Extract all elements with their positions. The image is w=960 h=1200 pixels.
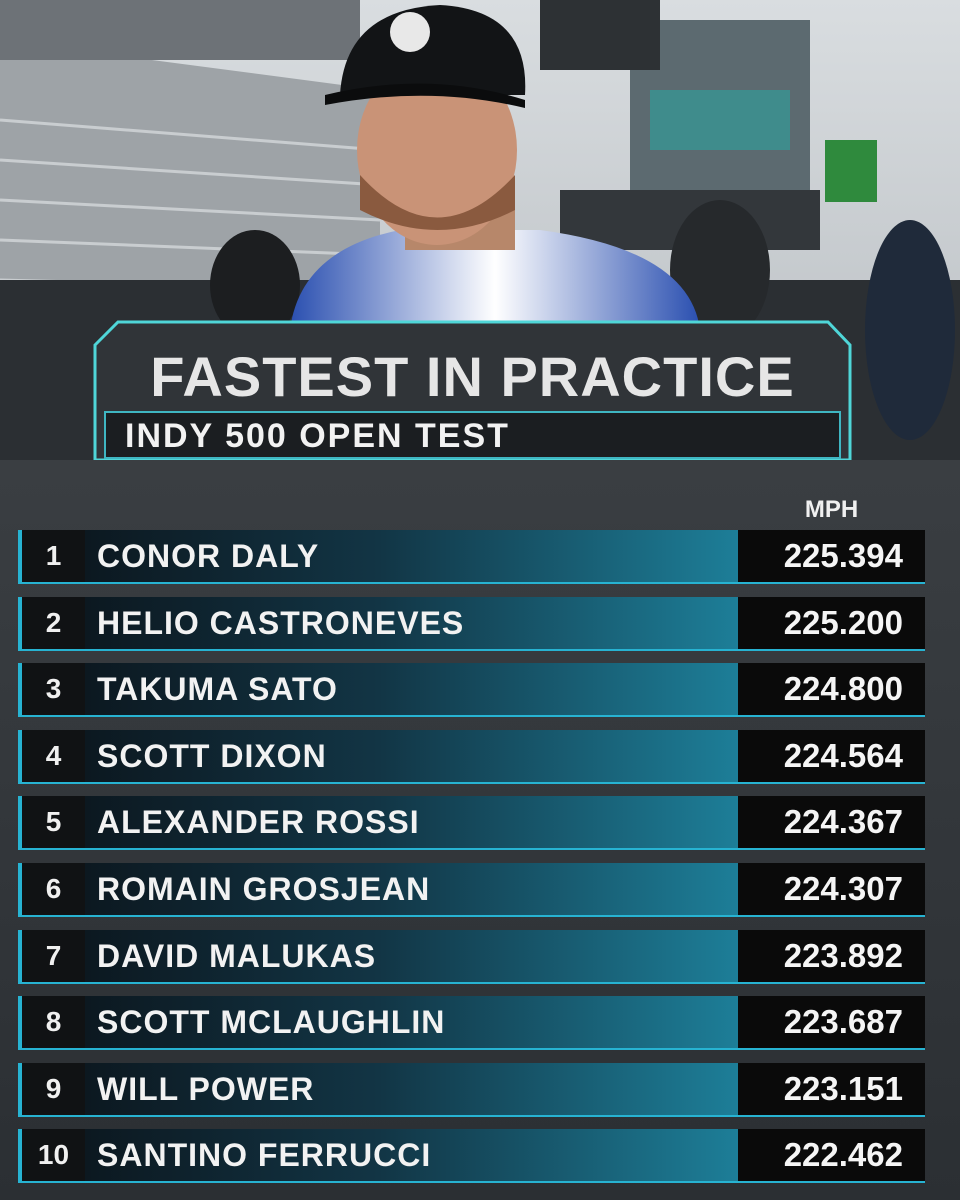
rank: 4 xyxy=(18,729,85,782)
rank: 7 xyxy=(18,929,85,982)
title: FASTEST IN PRACTICE xyxy=(150,345,795,408)
rank: 10 xyxy=(18,1129,85,1182)
speed: 224.307 xyxy=(738,863,925,915)
rank: 5 xyxy=(18,796,85,849)
rank: 9 xyxy=(18,1062,85,1115)
driver-name: HELIO CASTRONEVES xyxy=(85,596,738,649)
leaderboard-row: 10 SANTINO FERRUCCI 222.462 xyxy=(18,1129,925,1184)
driver-name: SCOTT DIXON xyxy=(85,729,738,782)
subtitle: INDY 500 OPEN TEST xyxy=(125,417,510,455)
speed: 224.800 xyxy=(738,663,925,716)
leaderboard-row: 4 SCOTT DIXON 224.564 xyxy=(18,729,925,784)
driver-name: ROMAIN GROSJEAN xyxy=(85,863,738,915)
driver-name: DAVID MALUKAS xyxy=(85,929,738,982)
rank: 2 xyxy=(18,596,85,649)
leaderboard-row: 6 ROMAIN GROSJEAN 224.307 xyxy=(18,863,925,917)
photo xyxy=(0,0,960,460)
rank: 6 xyxy=(18,863,85,915)
leaderboard-row: 7 DAVID MALUKAS 223.892 xyxy=(18,929,925,984)
speed: 223.892 xyxy=(738,929,925,982)
driver-name: WILL POWER xyxy=(85,1062,738,1115)
speed: 223.687 xyxy=(738,996,925,1049)
driver-name: SCOTT MCLAUGHLIN xyxy=(85,996,738,1049)
leaderboard-row: 5 ALEXANDER ROSSI 224.367 xyxy=(18,796,925,851)
rank: 8 xyxy=(18,996,85,1049)
speed: 225.394 xyxy=(738,530,925,582)
leaderboard-row: 1 CONOR DALY 225.394 xyxy=(18,530,925,584)
driver-name: CONOR DALY xyxy=(85,530,738,582)
rank: 3 xyxy=(18,663,85,716)
speed: 225.200 xyxy=(738,596,925,649)
column-label: MPH xyxy=(804,496,859,523)
leaderboard-row: 9 WILL POWER 223.151 xyxy=(18,1062,925,1117)
title-block: FASTEST IN PRACTICE INDY 500 OPEN TEST xyxy=(95,322,850,460)
speed: 224.367 xyxy=(738,796,925,849)
driver-name: ALEXANDER ROSSI xyxy=(85,796,738,849)
driver-name: TAKUMA SATO xyxy=(85,663,738,716)
driver-name: SANTINO FERRUCCI xyxy=(85,1129,738,1182)
rank: 1 xyxy=(18,530,85,582)
speed: 224.564 xyxy=(738,729,925,782)
speed: 223.151 xyxy=(738,1062,925,1115)
leaderboard-row: 2 HELIO CASTRONEVES 225.200 xyxy=(18,596,925,651)
leaderboard-row: 3 TAKUMA SATO 224.800 xyxy=(18,663,925,718)
leaderboard-row: 8 SCOTT MCLAUGHLIN 223.687 xyxy=(18,996,925,1051)
speed: 222.462 xyxy=(738,1129,925,1182)
title-banner xyxy=(93,320,852,460)
